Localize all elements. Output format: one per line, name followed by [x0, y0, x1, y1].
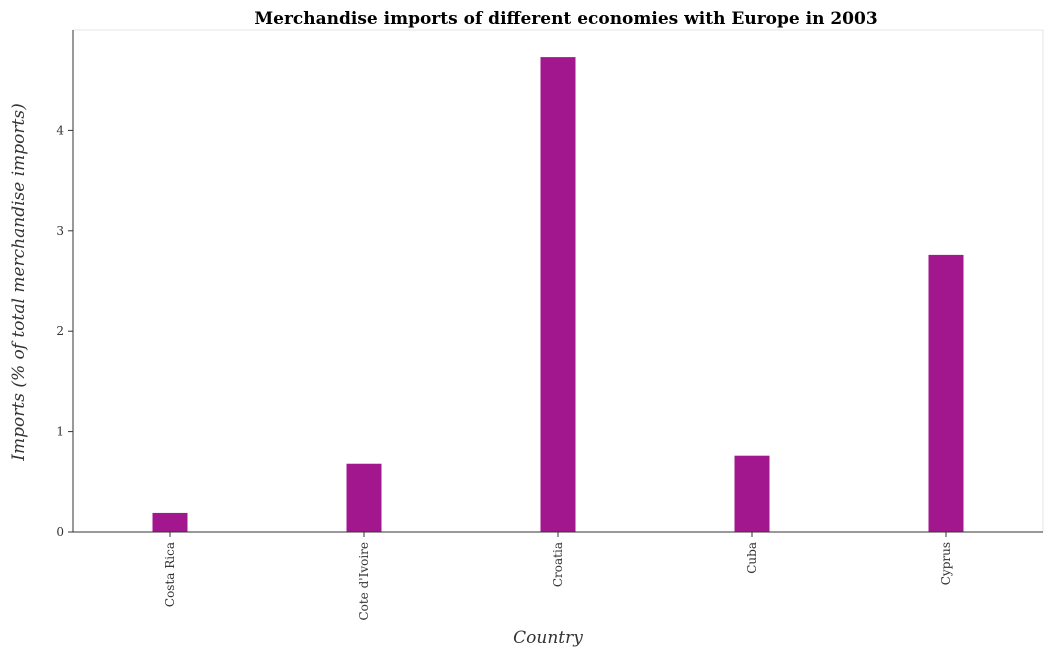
chart-title: Merchandise imports of different economi… [254, 9, 877, 29]
y-axis-label: Imports (% of total merchandise imports) [9, 103, 29, 461]
bar-2 [540, 57, 576, 532]
y-tick-label-1: 1 [56, 425, 64, 439]
y-tick-label-3: 3 [56, 224, 64, 238]
y-tick-label-4: 4 [56, 123, 64, 137]
x-tick-label-1: Cote d'Ivoire [357, 542, 371, 621]
bar-0 [152, 512, 188, 532]
bar-4 [928, 254, 964, 532]
bar-1 [346, 463, 382, 532]
x-tick-label-0: Costa Rica [163, 542, 177, 607]
x-tick-label-4: Cyprus [939, 542, 953, 585]
x-tick-label-2: Croatia [551, 542, 565, 587]
y-tick-label-2: 2 [56, 324, 64, 338]
plot-area: 0 1 2 3 4 Costa Rica Cote d'Ivoire Croatia Cuba C… [56, 29, 1044, 621]
x-axis-label: Country [513, 628, 583, 648]
bar-3 [734, 455, 770, 532]
y-tick-label-0: 0 [56, 525, 64, 539]
x-tick-label-3: Cuba [745, 542, 759, 574]
